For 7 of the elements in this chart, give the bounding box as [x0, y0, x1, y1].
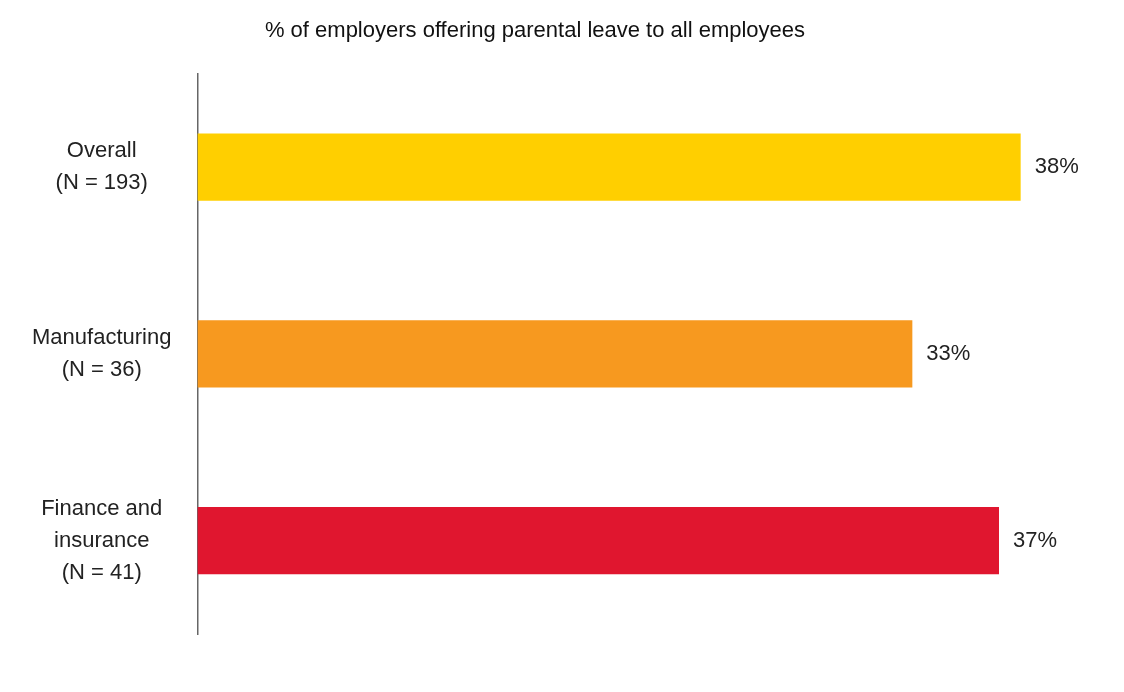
y-tick-label: Manufacturing (N = 36)	[32, 324, 172, 381]
data-label: 38%	[1034, 153, 1079, 179]
chart-title: % of employers offering parental leave to all employees	[264, 16, 806, 42]
y-tick-label: Finance and insurance (N = 41)	[41, 494, 163, 584]
y-tick-label: Overall (N = 193)	[55, 137, 148, 195]
data-label: 37%	[1013, 526, 1058, 552]
data-label: 33%	[926, 340, 971, 366]
